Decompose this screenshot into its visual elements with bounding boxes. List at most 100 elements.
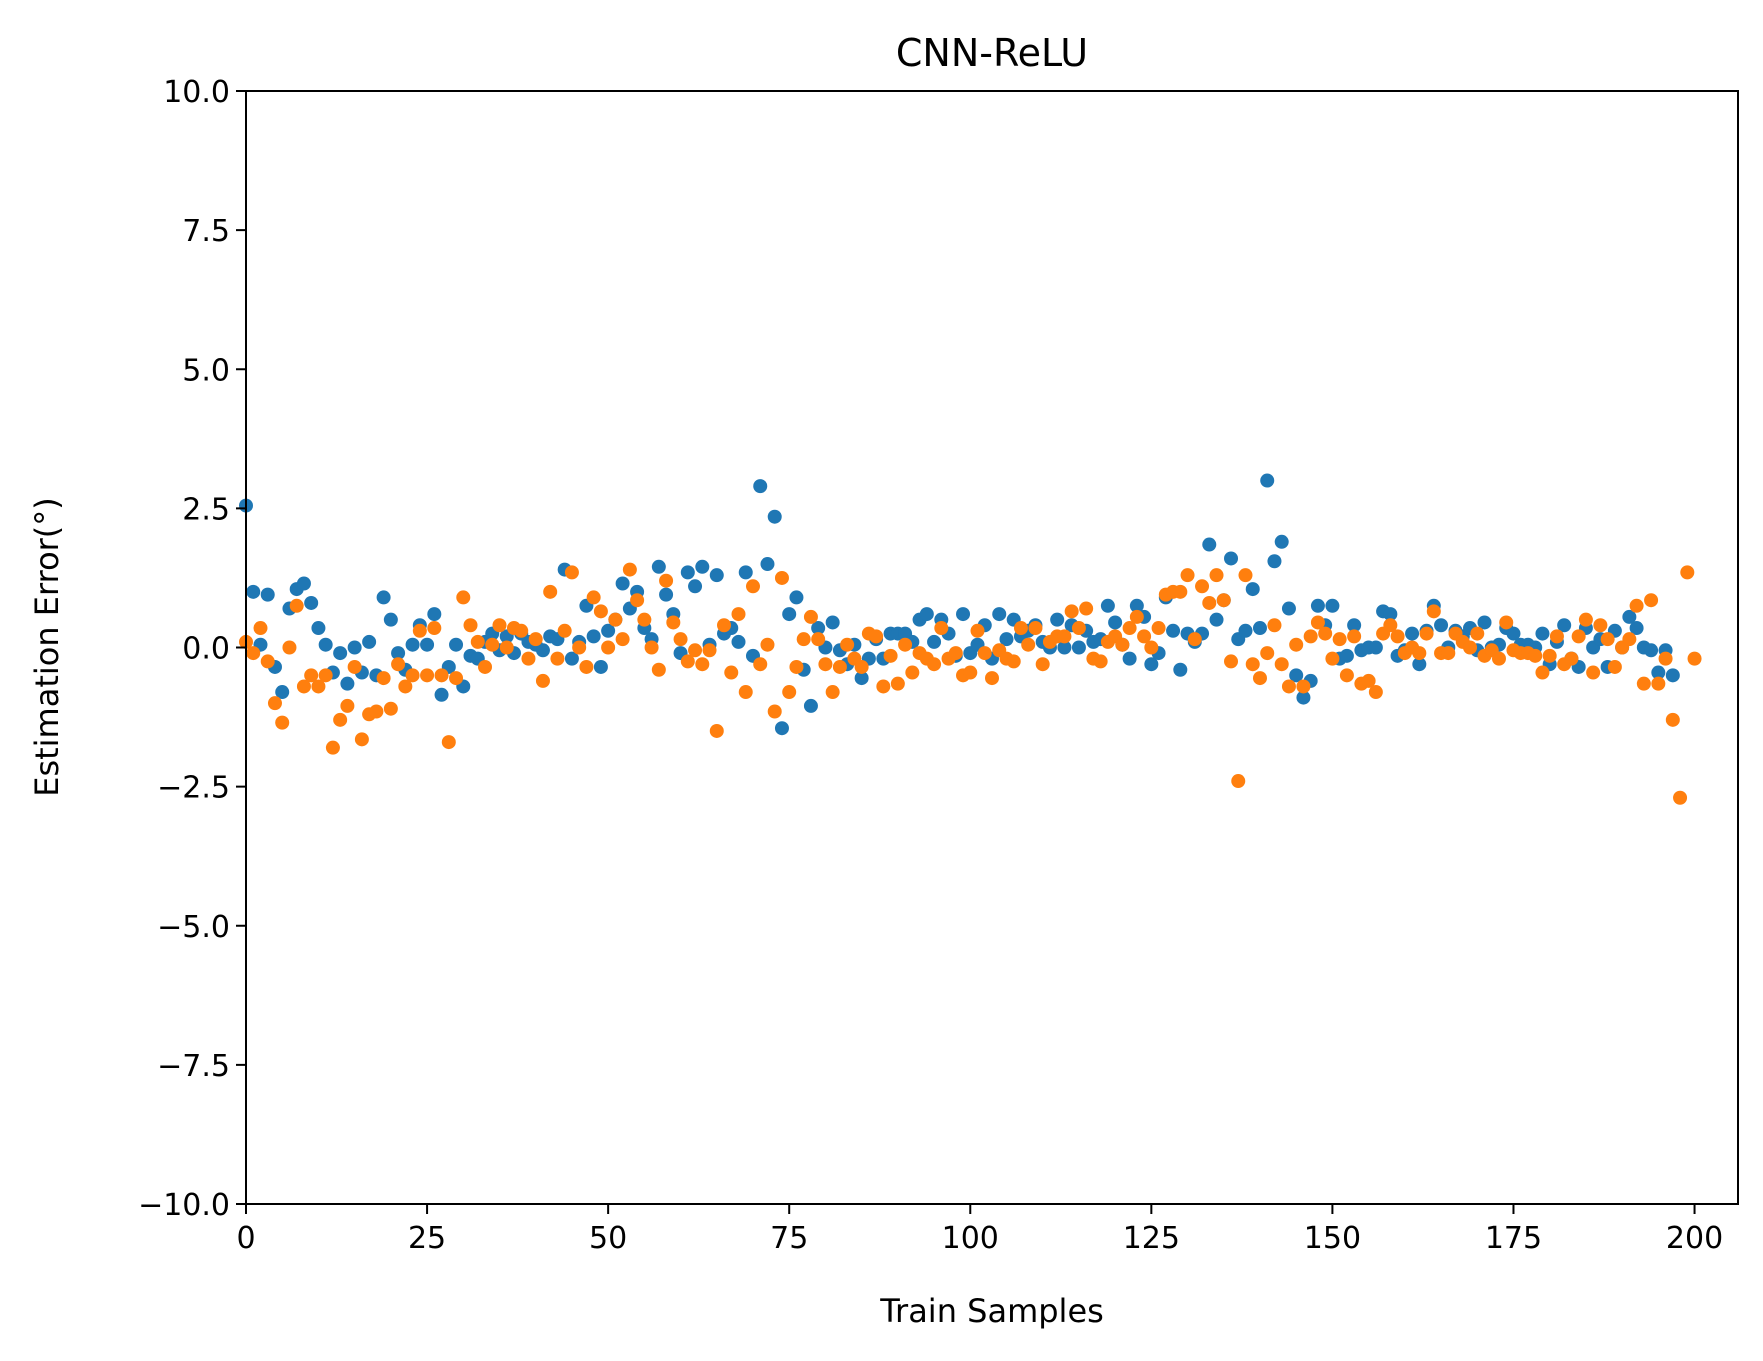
series-2-point (1665, 712, 1680, 727)
series-2-point (1528, 648, 1543, 663)
series-2-point (557, 623, 572, 638)
series-2-point (1238, 568, 1253, 583)
series-1-point (1173, 662, 1188, 677)
series-2-point (1383, 618, 1398, 633)
series-2-point (1216, 593, 1231, 608)
series-1-point (383, 612, 398, 627)
series-1-point (760, 557, 775, 572)
series-2-point (644, 640, 659, 655)
series-2-point (1006, 654, 1021, 669)
x-tick-label: 125 (1123, 1221, 1180, 1256)
series-1-point (789, 590, 804, 605)
x-tick-label: 200 (1666, 1221, 1723, 1256)
series-2-point (695, 657, 710, 672)
series-2-point (1600, 632, 1615, 647)
series-2-point (985, 671, 999, 686)
y-tick-label: 10.0 (163, 75, 230, 110)
series-1-point (1651, 665, 1666, 680)
series-2-point (463, 618, 478, 633)
x-tick-label: 0 (236, 1221, 255, 1256)
series-2-point (1564, 651, 1579, 666)
series-2-point (782, 685, 797, 700)
series-2-point (1629, 598, 1644, 613)
y-tick-label: 5.0 (182, 353, 230, 388)
series-1-point (1202, 537, 1217, 552)
y-tick-label: 0.0 (182, 632, 230, 667)
series-1-point (1057, 640, 1072, 655)
series-1-point (1368, 640, 1383, 655)
series-1-point (1383, 607, 1398, 622)
series-2-point (1318, 626, 1333, 641)
series-1-point (1252, 621, 1267, 636)
series-2-point (883, 648, 898, 663)
series-2-point (427, 621, 442, 636)
series-2-point (1209, 568, 1224, 583)
series-2-point (1441, 646, 1456, 661)
series-1-point (449, 637, 464, 652)
series-2-point (1361, 673, 1376, 688)
series-2-point (550, 651, 565, 666)
series-2-point (1607, 659, 1622, 674)
y-axis-ticks: −10.0 −7.5 −5.0 −2.5 0.0 2.5 5.0 7.5 10.0 (138, 75, 246, 1223)
y-tick-label: −5.0 (157, 910, 230, 945)
series-2-point (586, 590, 601, 605)
series-2-point (593, 604, 608, 619)
series-2-point (449, 671, 464, 686)
series-1-point (1405, 626, 1420, 641)
series-2-point (318, 668, 333, 683)
series-2-point (796, 632, 811, 647)
series-2-point (1079, 601, 1094, 616)
series-2 (239, 562, 1702, 805)
series-1-point (1412, 657, 1427, 672)
series-1-point (615, 576, 630, 591)
series-2-point (659, 573, 674, 588)
series-2-point (1202, 595, 1217, 610)
series-1-point (420, 637, 435, 652)
series-1-point (992, 607, 1007, 622)
series-2-point (1339, 668, 1354, 683)
series-2-point (1224, 654, 1239, 669)
series-2-point (1426, 604, 1441, 619)
series-2-point (731, 607, 746, 622)
series-2-point (1274, 657, 1289, 672)
series-1-point (1665, 668, 1680, 683)
series-1-point (811, 621, 826, 636)
series-2-point (1122, 621, 1137, 636)
y-tick-label: −2.5 (157, 771, 230, 806)
series-2-point (333, 712, 348, 727)
series-2-point (1180, 568, 1195, 583)
series-2-point (1549, 629, 1564, 644)
series-2-point (391, 657, 406, 672)
series-2-point (869, 629, 884, 644)
series-2-point (1673, 790, 1688, 805)
series-2-point (1093, 654, 1108, 669)
series-1-point (1477, 615, 1492, 630)
series-2-point (890, 676, 905, 691)
series-2-point (521, 651, 536, 666)
series-2-point (1499, 615, 1514, 630)
y-axis-label: Estimation Error(°) (28, 497, 66, 797)
series-2-point (1195, 579, 1210, 594)
series-2-point (441, 735, 456, 750)
series-2-point (289, 598, 304, 613)
series-2-point (803, 609, 818, 624)
series-2-point (347, 659, 362, 674)
series-2-point (1064, 604, 1079, 619)
series-2-point (963, 665, 978, 680)
y-tick-label: −7.5 (157, 1049, 230, 1084)
series-2-point (1057, 629, 1072, 644)
series-2-point (260, 654, 275, 669)
series-1-point (753, 479, 768, 494)
series-1-point (427, 607, 442, 622)
series-1-point (1325, 598, 1340, 613)
series-2-point (1115, 637, 1130, 652)
series-1-point (564, 651, 579, 666)
series-2-point (927, 657, 942, 672)
series-2-point (282, 640, 297, 655)
series-2-point (789, 659, 804, 674)
series-1-point (260, 587, 275, 602)
series-2-point (1013, 621, 1028, 636)
series-1-point (318, 637, 333, 652)
series-2-point (709, 723, 724, 738)
